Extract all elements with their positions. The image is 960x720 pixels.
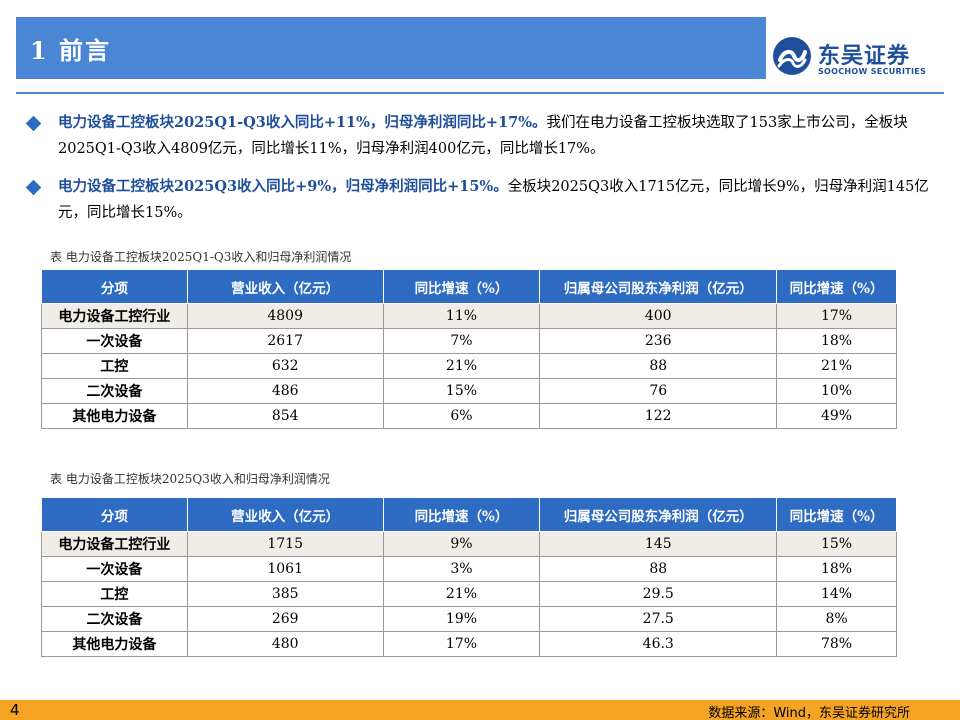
soochow-logo-icon xyxy=(773,37,811,75)
table-cell: 480 xyxy=(186,631,384,657)
column-header: 同比增速（%） xyxy=(382,269,541,304)
logo-text-cn: 东吴证券 xyxy=(818,44,911,69)
column-header: 归属母公司股东净利润（亿元） xyxy=(539,269,778,304)
table-cell: 21% xyxy=(382,581,541,607)
footer-bar: 4 数据来源：Wind，东吴证券研究所 xyxy=(0,700,960,720)
table-cell: 88 xyxy=(539,556,778,582)
bullet-body: 全板块2025Q3收入1715亿元，同比增长9%，归母净利润145亿元，同比增长… xyxy=(58,179,929,221)
page-number: 4 xyxy=(10,701,20,719)
bullet-highlight: 电力设备工控板块2025Q1-Q3收入同比+11%，归母净利润同比+17%。 xyxy=(58,114,547,131)
table-row: 电力设备工控行业 1715 9% 145 15% xyxy=(41,531,897,557)
table-row: 一次设备 2617 7% 236 18% xyxy=(41,328,897,354)
header-divider xyxy=(16,92,944,94)
table-cell: 21% xyxy=(776,353,897,379)
row-category: 一次设备 xyxy=(41,556,188,582)
data-source: 数据来源：Wind，东吴证券研究所 xyxy=(708,706,910,720)
table-cell: 49% xyxy=(776,403,897,429)
table-header-row: 分项 营业收入（亿元） 同比增速（%） 归属母公司股东净利润（亿元） 同比增速（%） xyxy=(41,269,897,304)
table-cell: 9% xyxy=(382,531,541,557)
table-row: 其他电力设备 854 6% 122 49% xyxy=(41,403,897,429)
bullet-body: 我们在电力设备工控板块选取了153家上市公司，全板块2025Q1-Q3收入480… xyxy=(58,115,908,157)
table-row: 一次设备 1061 3% 88 18% xyxy=(41,556,897,582)
diamond-bullet-icon xyxy=(25,179,42,196)
table-row: 其他电力设备 480 17% 46.3 78% xyxy=(41,631,897,657)
table-cell: 6% xyxy=(382,403,541,429)
table-cell: 18% xyxy=(776,556,897,582)
table-cell: 11% xyxy=(382,303,541,329)
table-cell: 46.3 xyxy=(539,631,778,657)
row-category: 电力设备工控行业 xyxy=(41,531,188,557)
table-cell: 1061 xyxy=(186,556,384,582)
table-cell: 27.5 xyxy=(539,606,778,632)
table-row: 电力设备工控行业 4809 11% 400 17% xyxy=(41,303,897,329)
table-cell: 122 xyxy=(539,403,778,429)
row-category: 其他电力设备 xyxy=(41,631,188,657)
logo-text-en: SOOCHOW SECURITIES xyxy=(818,67,927,76)
bullet-text: 电力设备工控板块2025Q1-Q3收入同比+11%，归母净利润同比+17%。我们… xyxy=(58,110,938,162)
row-category: 二次设备 xyxy=(41,378,188,404)
data-table: 分项 营业收入（亿元） 同比增速（%） 归属母公司股东净利润（亿元） 同比增速（%） 电… xyxy=(41,269,897,429)
data-table: 分项 营业收入（亿元） 同比增速（%） 归属母公司股东净利润（亿元） 同比增速（%） 电… xyxy=(41,497,897,657)
diamond-bullet-icon xyxy=(25,115,42,132)
table-cell: 19% xyxy=(382,606,541,632)
section-title: 1 前言 xyxy=(30,36,112,65)
table-cell: 18% xyxy=(776,328,897,354)
table-cell: 400 xyxy=(539,303,778,329)
table-row: 二次设备 486 15% 76 10% xyxy=(41,378,897,404)
table-cell: 29.5 xyxy=(539,581,778,607)
table-cell: 3% xyxy=(382,556,541,582)
row-category: 一次设备 xyxy=(41,328,188,354)
table-cell: 7% xyxy=(382,328,541,354)
table-cell: 76 xyxy=(539,378,778,404)
table-caption: 表 电力设备工控板块2025Q3收入和归母净利润情况 xyxy=(50,472,330,486)
table-cell: 14% xyxy=(776,581,897,607)
bullet-text: 电力设备工控板块2025Q3收入同比+9%，归母净利润同比+15%。全板块202… xyxy=(58,174,938,226)
table-cell: 2617 xyxy=(186,328,384,354)
row-category: 其他电力设备 xyxy=(41,403,188,429)
column-header: 同比增速（%） xyxy=(776,497,897,532)
row-category: 电力设备工控行业 xyxy=(41,303,188,329)
company-logo: 东吴证券 SOOCHOW SECURITIES xyxy=(772,36,942,82)
table-row: 工控 632 21% 88 21% xyxy=(41,353,897,379)
row-category: 工控 xyxy=(41,581,188,607)
table-cell: 78% xyxy=(776,631,897,657)
column-header: 分项 xyxy=(41,497,188,532)
table-caption: 表 电力设备工控板块2025Q1-Q3收入和归母净利润情况 xyxy=(50,250,352,264)
bullet-highlight: 电力设备工控板块2025Q3收入同比+9%，归母净利润同比+15%。 xyxy=(58,178,508,195)
table-cell: 15% xyxy=(776,531,897,557)
table-cell: 145 xyxy=(539,531,778,557)
row-category: 二次设备 xyxy=(41,606,188,632)
table-cell: 854 xyxy=(186,403,384,429)
table-row: 二次设备 269 19% 27.5 8% xyxy=(41,606,897,632)
table-cell: 8% xyxy=(776,606,897,632)
table-cell: 17% xyxy=(776,303,897,329)
table-cell: 10% xyxy=(776,378,897,404)
table-cell: 385 xyxy=(186,581,384,607)
row-category: 工控 xyxy=(41,353,188,379)
table-cell: 88 xyxy=(539,353,778,379)
column-header: 归属母公司股东净利润（亿元） xyxy=(539,497,778,532)
table-cell: 236 xyxy=(539,328,778,354)
column-header: 营业收入（亿元） xyxy=(186,269,384,304)
section-header: 1 前言 xyxy=(16,17,766,79)
table-cell: 15% xyxy=(382,378,541,404)
table-cell: 1715 xyxy=(186,531,384,557)
column-header: 分项 xyxy=(41,269,188,304)
table-cell: 486 xyxy=(186,378,384,404)
table-header-row: 分项 营业收入（亿元） 同比增速（%） 归属母公司股东净利润（亿元） 同比增速（%） xyxy=(41,497,897,532)
table-row: 工控 385 21% 29.5 14% xyxy=(41,581,897,607)
table-cell: 632 xyxy=(186,353,384,379)
column-header: 同比增速（%） xyxy=(382,497,541,532)
table-cell: 17% xyxy=(382,631,541,657)
column-header: 营业收入（亿元） xyxy=(186,497,384,532)
column-header: 同比增速（%） xyxy=(776,269,897,304)
table-cell: 4809 xyxy=(186,303,384,329)
table-cell: 21% xyxy=(382,353,541,379)
table-cell: 269 xyxy=(186,606,384,632)
